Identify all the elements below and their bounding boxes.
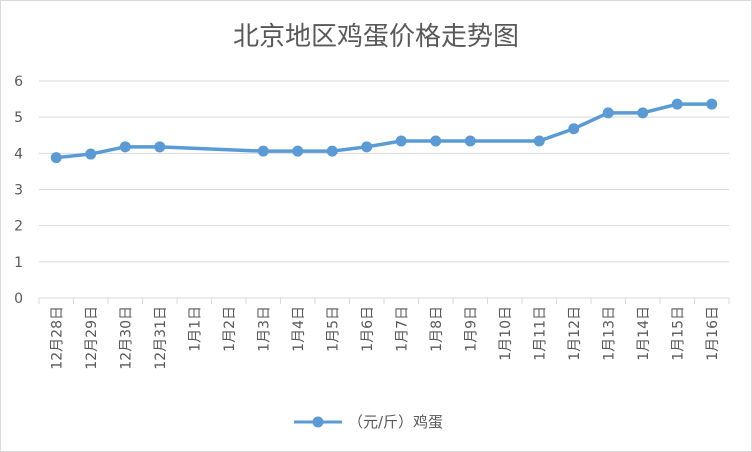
x-tick-label: 1月6日 bbox=[360, 306, 376, 352]
x-tick-label: 1月7日 bbox=[394, 306, 410, 352]
data-point[interactable] bbox=[361, 141, 373, 153]
y-tick-label: 0 bbox=[14, 291, 23, 307]
x-tick-label: 1月10日 bbox=[498, 306, 514, 361]
x-tick-label: 1月11日 bbox=[532, 306, 548, 361]
data-point[interactable] bbox=[154, 141, 166, 153]
data-point[interactable] bbox=[257, 145, 269, 157]
data-point[interactable] bbox=[85, 148, 97, 160]
x-tick-label: 1月16日 bbox=[705, 306, 721, 361]
y-tick-label: 5 bbox=[14, 110, 23, 126]
x-tick-label: 1月13日 bbox=[601, 306, 617, 361]
grid bbox=[39, 80, 729, 299]
data-point[interactable] bbox=[671, 98, 683, 110]
y-tick-label: 6 bbox=[14, 74, 23, 90]
data-point[interactable] bbox=[602, 107, 614, 119]
x-tick-label: 12月31日 bbox=[153, 306, 169, 370]
data-point[interactable] bbox=[326, 145, 338, 157]
data-point[interactable] bbox=[568, 123, 580, 135]
x-tick-label: 1月4日 bbox=[291, 306, 307, 352]
y-tick-label: 1 bbox=[14, 255, 23, 271]
x-tick-label: 1月9日 bbox=[463, 306, 479, 352]
x-tick-label: 1月15日 bbox=[670, 306, 686, 361]
x-tick-label: 12月29日 bbox=[84, 306, 100, 370]
data-point[interactable] bbox=[464, 135, 476, 147]
data-point[interactable] bbox=[292, 145, 304, 157]
x-tick-label: 1月3日 bbox=[256, 306, 272, 352]
x-tick-label: 1月12日 bbox=[567, 306, 583, 361]
x-tick-label: 1月8日 bbox=[429, 306, 445, 352]
legend-label: （元/斤）鸡蛋 bbox=[348, 413, 443, 431]
legend-point-marker bbox=[312, 416, 324, 428]
chart-title: 北京地区鸡蛋价格走势图 bbox=[233, 22, 519, 52]
series bbox=[50, 98, 718, 164]
x-tick-label: 12月30日 bbox=[118, 306, 134, 370]
data-point[interactable] bbox=[430, 135, 442, 147]
y-tick-label: 3 bbox=[14, 183, 23, 199]
x-tick-label: 1月5日 bbox=[325, 306, 341, 352]
x-tick-label: 1月1日 bbox=[187, 306, 203, 352]
x-tick-label: 12月28日 bbox=[49, 306, 65, 370]
x-axis: 12月28日 12月29日 12月30日 12月31日 1月1日 1月2日 1月3日 1月4日… bbox=[38, 298, 730, 370]
y-tick-label: 4 bbox=[14, 146, 23, 162]
data-point[interactable] bbox=[637, 107, 649, 119]
data-point[interactable] bbox=[395, 135, 407, 147]
x-tick-label: 1月14日 bbox=[636, 306, 652, 361]
data-point[interactable] bbox=[706, 98, 718, 110]
data-point[interactable] bbox=[50, 152, 62, 164]
data-point[interactable] bbox=[119, 141, 131, 153]
y-axis: 0 1 2 3 4 5 6 bbox=[14, 74, 23, 307]
y-tick-label: 2 bbox=[14, 219, 23, 235]
legend[interactable]: （元/斤）鸡蛋 bbox=[294, 413, 443, 431]
data-point[interactable] bbox=[533, 135, 545, 147]
x-tick-label: 1月2日 bbox=[222, 306, 238, 352]
